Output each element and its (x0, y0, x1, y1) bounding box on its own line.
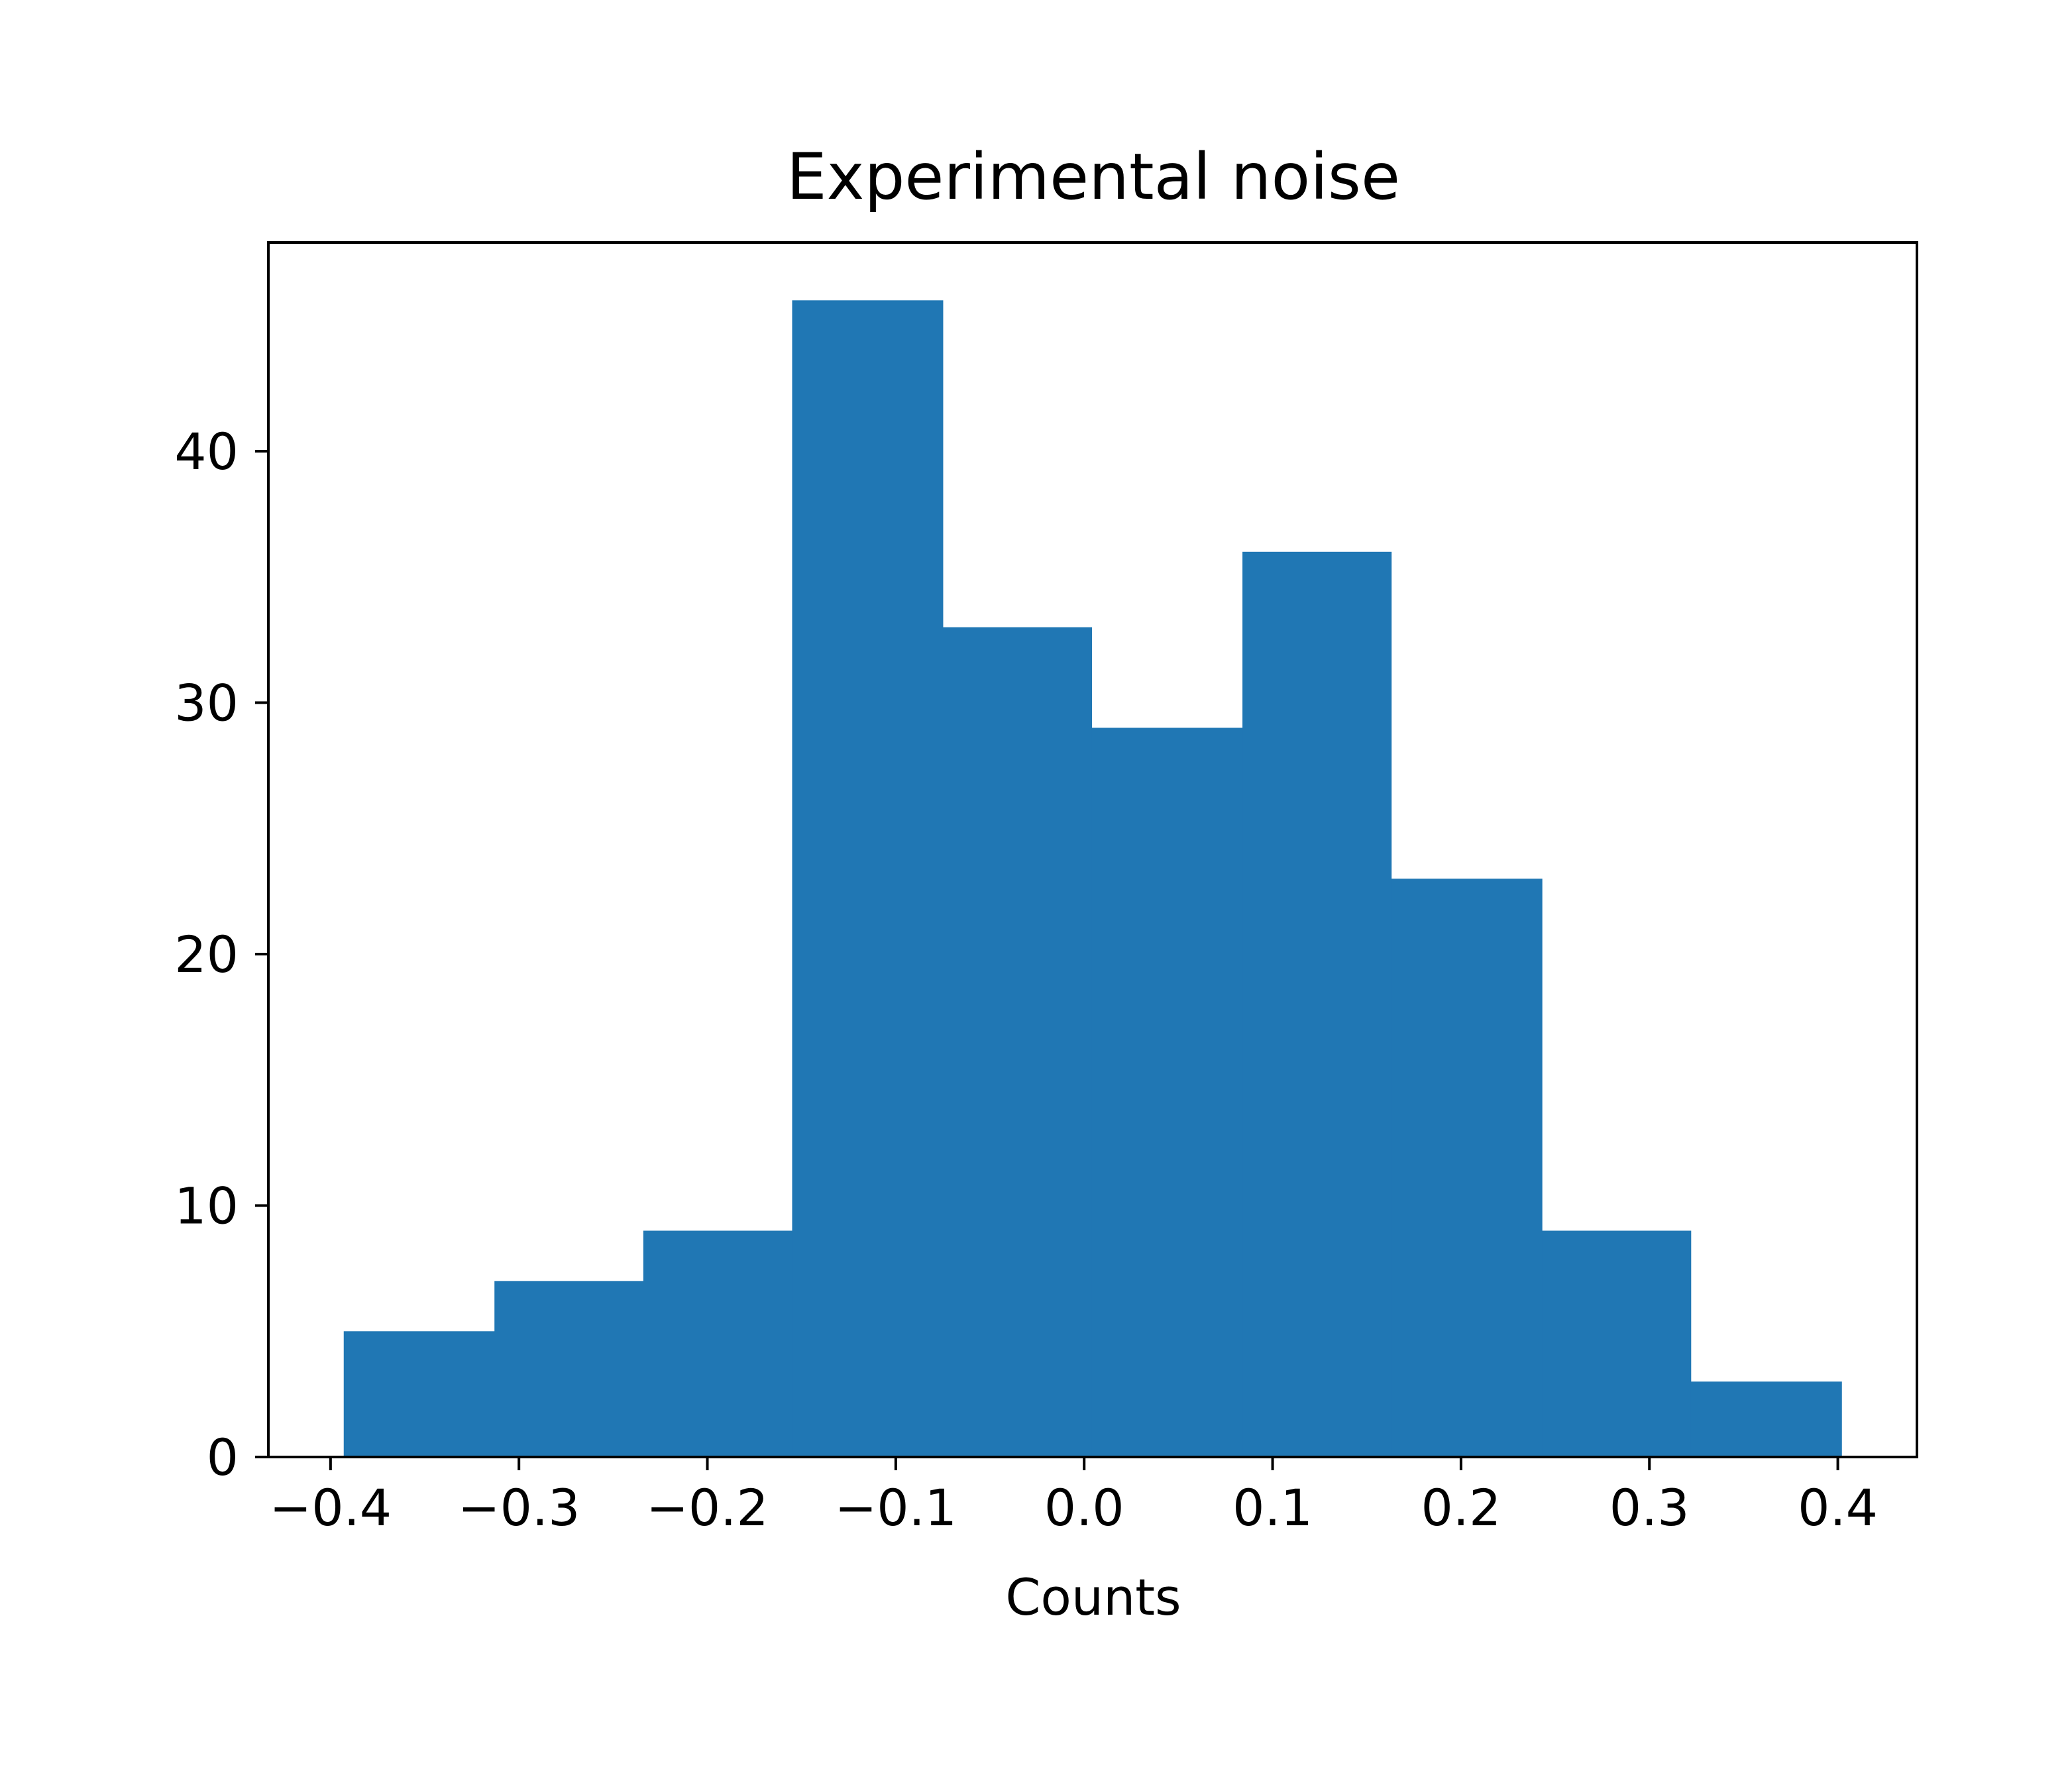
histogram-bar-8 (1542, 1230, 1692, 1457)
x-tick-label: 0.3 (1609, 1478, 1690, 1537)
x-tick-label: 0.0 (1044, 1478, 1124, 1537)
x-tick-label: 0.2 (1421, 1478, 1501, 1537)
y-tick-label: 20 (174, 925, 239, 984)
x-tick-label: 0.1 (1232, 1478, 1313, 1537)
chart-title: Experimental noise (787, 140, 1400, 214)
x-axis-label: Counts (1005, 1568, 1181, 1627)
y-tick-label: 30 (174, 673, 239, 732)
histogram-bar-0 (343, 1331, 495, 1457)
histogram-bar-5 (1091, 728, 1243, 1457)
histogram-bar-9 (1690, 1381, 1842, 1457)
histogram-bar-4 (942, 627, 1093, 1457)
y-tick-label: 10 (174, 1176, 239, 1235)
y-tick-label: 40 (174, 422, 239, 481)
x-tick-label: −0.1 (835, 1478, 957, 1537)
x-tick-label: −0.4 (270, 1478, 392, 1537)
y-axis-ticks: 0 10 20 30 40 (174, 422, 268, 1487)
y-tick-label: 0 (207, 1428, 239, 1487)
histogram-bar-3 (792, 300, 944, 1458)
histogram-bar-6 (1242, 551, 1392, 1457)
bars-group (343, 300, 1842, 1458)
x-tick-label: 0.4 (1798, 1478, 1878, 1537)
x-tick-label: −0.2 (646, 1478, 769, 1537)
histogram-bar-2 (643, 1230, 792, 1457)
x-axis-ticks: −0.4 −0.3 −0.2 −0.1 0.0 0.1 0.2 0.3 0.4 (270, 1457, 1878, 1537)
x-tick-label: −0.3 (458, 1478, 580, 1537)
plot-frame (267, 241, 1918, 1458)
histogram-bar-7 (1391, 879, 1543, 1457)
histogram-bar-1 (494, 1281, 644, 1457)
